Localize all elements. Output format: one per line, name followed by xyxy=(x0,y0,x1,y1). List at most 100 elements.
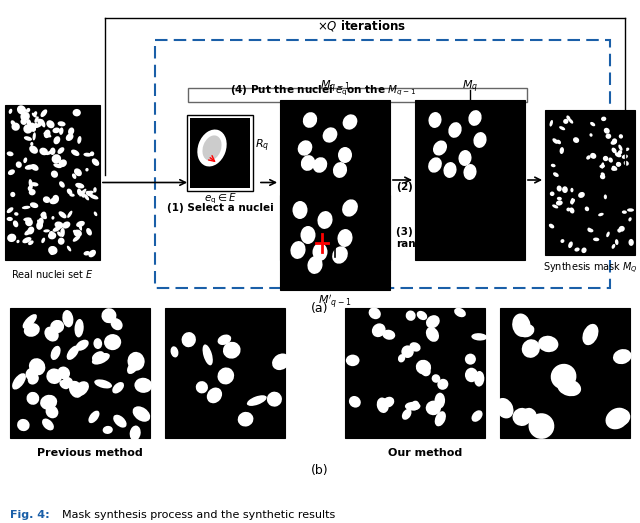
Bar xyxy=(10,308,150,438)
Ellipse shape xyxy=(44,130,51,138)
Ellipse shape xyxy=(550,191,554,196)
Ellipse shape xyxy=(312,243,328,261)
Ellipse shape xyxy=(29,179,33,189)
Text: (3) Choose a position
randomly: (3) Choose a position randomly xyxy=(396,227,521,248)
Ellipse shape xyxy=(495,398,513,418)
Ellipse shape xyxy=(605,133,611,139)
Text: Mask synthesis process and the synthetic results: Mask synthesis process and the synthetic… xyxy=(62,510,335,520)
Ellipse shape xyxy=(54,136,60,144)
Ellipse shape xyxy=(549,224,554,229)
Ellipse shape xyxy=(37,220,42,225)
Ellipse shape xyxy=(102,426,113,434)
Ellipse shape xyxy=(78,222,82,231)
Ellipse shape xyxy=(603,156,609,161)
Ellipse shape xyxy=(9,109,12,114)
Ellipse shape xyxy=(611,167,616,171)
Ellipse shape xyxy=(337,229,353,247)
Ellipse shape xyxy=(29,189,36,196)
Ellipse shape xyxy=(31,164,38,171)
Ellipse shape xyxy=(52,195,59,202)
Ellipse shape xyxy=(570,188,573,192)
Ellipse shape xyxy=(26,392,39,405)
Ellipse shape xyxy=(563,119,568,124)
Ellipse shape xyxy=(557,140,561,144)
Text: Synthesis mask $M_Q$: Synthesis mask $M_Q$ xyxy=(543,261,637,276)
Ellipse shape xyxy=(561,239,564,243)
Bar xyxy=(155,40,610,288)
Ellipse shape xyxy=(58,237,65,245)
Ellipse shape xyxy=(57,231,62,237)
Ellipse shape xyxy=(28,226,35,234)
Ellipse shape xyxy=(59,128,63,135)
Ellipse shape xyxy=(92,158,99,166)
Ellipse shape xyxy=(87,191,94,194)
Ellipse shape xyxy=(130,426,141,441)
Ellipse shape xyxy=(24,136,32,141)
Ellipse shape xyxy=(49,198,59,204)
Ellipse shape xyxy=(471,333,487,340)
Ellipse shape xyxy=(428,157,442,173)
Ellipse shape xyxy=(342,115,357,130)
Ellipse shape xyxy=(590,122,595,126)
Ellipse shape xyxy=(73,235,80,242)
Ellipse shape xyxy=(79,189,86,197)
Ellipse shape xyxy=(62,377,73,388)
Ellipse shape xyxy=(50,320,64,333)
Ellipse shape xyxy=(52,226,61,232)
Ellipse shape xyxy=(519,324,534,337)
Ellipse shape xyxy=(313,157,327,173)
Ellipse shape xyxy=(557,379,581,396)
Ellipse shape xyxy=(559,126,565,130)
Ellipse shape xyxy=(202,135,221,161)
Ellipse shape xyxy=(301,226,316,244)
Ellipse shape xyxy=(58,211,67,218)
Ellipse shape xyxy=(58,121,65,127)
Text: (1) Select a nuclei: (1) Select a nuclei xyxy=(166,203,273,213)
Ellipse shape xyxy=(29,145,38,154)
Bar xyxy=(500,308,630,438)
Ellipse shape xyxy=(618,144,623,151)
Ellipse shape xyxy=(570,208,575,213)
Ellipse shape xyxy=(590,153,596,159)
Ellipse shape xyxy=(68,128,74,135)
Ellipse shape xyxy=(127,352,145,371)
Text: Previous method: Previous method xyxy=(37,448,143,458)
Bar xyxy=(545,110,635,255)
Ellipse shape xyxy=(46,120,54,128)
Ellipse shape xyxy=(588,228,591,232)
Ellipse shape xyxy=(22,314,37,328)
Ellipse shape xyxy=(612,244,615,249)
Ellipse shape xyxy=(272,354,290,370)
Ellipse shape xyxy=(182,332,196,347)
Ellipse shape xyxy=(67,246,71,252)
Ellipse shape xyxy=(72,109,81,117)
Text: $\times Q$ iterations: $\times Q$ iterations xyxy=(317,18,406,33)
Ellipse shape xyxy=(92,351,104,361)
Ellipse shape xyxy=(601,173,605,176)
Ellipse shape xyxy=(74,168,82,176)
Ellipse shape xyxy=(17,419,29,431)
Ellipse shape xyxy=(48,232,56,240)
Ellipse shape xyxy=(42,418,54,430)
Ellipse shape xyxy=(51,216,54,220)
Ellipse shape xyxy=(43,196,51,203)
Ellipse shape xyxy=(332,246,348,264)
Ellipse shape xyxy=(33,132,36,141)
Ellipse shape xyxy=(8,169,15,175)
Ellipse shape xyxy=(34,111,37,116)
Ellipse shape xyxy=(10,192,15,197)
Ellipse shape xyxy=(23,218,31,221)
Ellipse shape xyxy=(45,405,58,418)
Ellipse shape xyxy=(458,150,472,166)
Ellipse shape xyxy=(14,212,19,216)
Ellipse shape xyxy=(566,116,571,121)
Ellipse shape xyxy=(426,327,439,342)
Text: (4) Put the nuclei $e_\mathrm{q}$on the $M_{q-1}$: (4) Put the nuclei $e_\mathrm{q}$on the … xyxy=(230,84,417,98)
Ellipse shape xyxy=(67,211,72,218)
Ellipse shape xyxy=(625,147,629,151)
Ellipse shape xyxy=(72,174,76,179)
Ellipse shape xyxy=(570,199,575,204)
Ellipse shape xyxy=(36,221,43,230)
Ellipse shape xyxy=(529,413,554,439)
Ellipse shape xyxy=(86,191,93,196)
